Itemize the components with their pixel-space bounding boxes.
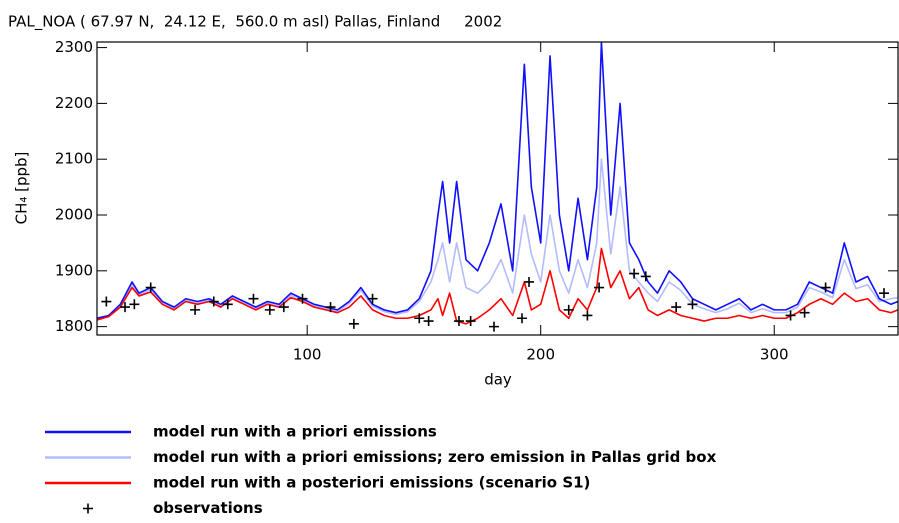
- observation-marker: [367, 293, 378, 304]
- legend-marker: [83, 503, 93, 514]
- y-axis-label: CH₄ [ppb]: [13, 152, 31, 225]
- observation-marker: [594, 282, 605, 293]
- observation-marker: [524, 276, 535, 287]
- observation-marker: [465, 316, 476, 327]
- observation-marker: [423, 316, 434, 327]
- observation-marker: [785, 310, 796, 321]
- x-tick-label: 300: [760, 346, 789, 364]
- observation-marker: [264, 304, 275, 315]
- y-tick-label: 2000: [55, 206, 93, 224]
- y-tick-label: 1800: [55, 317, 93, 335]
- plot-area: [97, 42, 898, 332]
- legend-label: model run with a posteriori emissions (s…: [153, 474, 590, 492]
- observation-marker: [208, 296, 219, 307]
- legend: model run with a priori emissions model r…: [45, 423, 717, 517]
- observation-marker: [453, 316, 464, 327]
- series-line: [97, 247, 898, 325]
- plot-frame: [96, 41, 899, 336]
- legend-label: model run with a priori emissions; zero …: [153, 448, 717, 466]
- observation-marker: [297, 293, 308, 304]
- observation-marker: [414, 313, 425, 324]
- observation-marker: [145, 282, 156, 293]
- observation-marker: [325, 302, 336, 313]
- x-axis-label: day: [484, 371, 512, 389]
- series-line: [97, 158, 898, 321]
- observation-marker: [671, 302, 682, 313]
- observation-marker: [629, 268, 640, 279]
- legend-label: model run with a priori emissions: [153, 423, 437, 441]
- observation-marker: [222, 299, 233, 310]
- observation-marker: [488, 321, 499, 332]
- observation-marker: [348, 318, 359, 329]
- observation-marker: [820, 282, 831, 293]
- observation-marker: [278, 302, 289, 313]
- observation-marker: [640, 271, 651, 282]
- series-line: [97, 42, 898, 320]
- observation-marker: [517, 313, 528, 324]
- x-tick-label: 100: [293, 346, 322, 364]
- observation-marker: [248, 293, 259, 304]
- observation-marker: [120, 302, 131, 313]
- observation-marker: [799, 307, 810, 318]
- x-tick-label: 200: [526, 346, 555, 364]
- y-tick-label: 2300: [55, 38, 93, 56]
- observation-marker: [563, 304, 574, 315]
- y-tick-label: 2100: [55, 150, 93, 168]
- legend-label: observations: [153, 499, 263, 517]
- y-tick-label: 1900: [55, 261, 93, 279]
- observation-marker: [687, 299, 698, 310]
- observation-marker: [190, 304, 201, 315]
- observation-marker: [101, 296, 112, 307]
- observation-marker: [878, 288, 889, 299]
- observation-marker: [129, 299, 140, 310]
- chart-title: PAL_NOA ( 67.97 N, 24.12 E, 560.0 m asl)…: [8, 13, 502, 32]
- observation-marker: [582, 310, 593, 321]
- y-tick-label: 2200: [55, 94, 93, 112]
